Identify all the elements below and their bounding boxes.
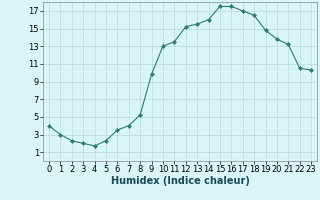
X-axis label: Humidex (Indice chaleur): Humidex (Indice chaleur): [111, 176, 249, 186]
